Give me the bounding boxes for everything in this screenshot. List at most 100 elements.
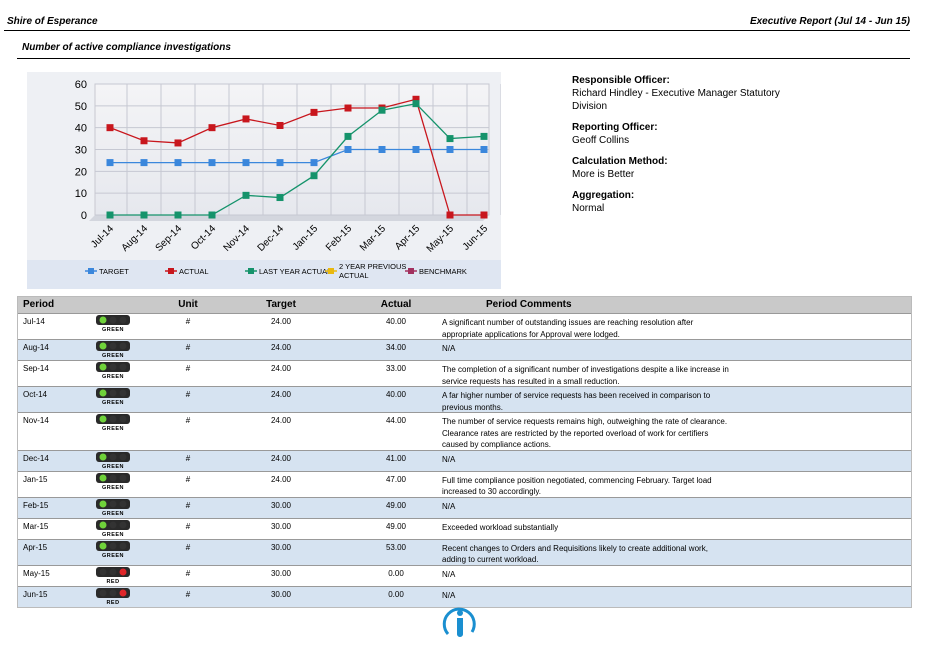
lamp (119, 363, 127, 371)
target: 30.00 (270, 521, 292, 531)
table-row: Dec-14 GREEN #24.00 41.00 N/A (18, 449, 911, 471)
table-row: Aug-14 GREEN #24.00 34.00 N/A (18, 339, 911, 360)
traffic-light-icon: GREEN (96, 315, 130, 333)
series-line (109, 98, 484, 216)
legend-label: ACTUAL (179, 267, 209, 276)
table-row: Sep-14 GREEN #24.00 33.00 The completion of … (18, 360, 911, 386)
rule (17, 58, 910, 59)
actual: 47.00 (385, 474, 407, 484)
lamp (109, 521, 117, 528)
organisation: Shire of Esperance (7, 16, 98, 27)
target: 30.00 (270, 500, 292, 510)
traffic-light-icon: GREEN (96, 498, 130, 517)
report-title: Executive Report (Jul 14 - Jun 15) (749, 16, 910, 27)
unit: # (185, 416, 191, 425)
data-point (208, 211, 216, 219)
lamp (119, 542, 127, 549)
status-label: GREEN (102, 464, 124, 469)
lamp (99, 542, 107, 549)
comment: Recent changes to Orders and Requisition… (442, 543, 708, 565)
y-tick-label: 50 (75, 101, 87, 113)
period: May-15 (23, 568, 50, 578)
data-point (208, 159, 216, 167)
table-row: Jan-15 GREEN #24.00 47.00 Full time complian… (18, 470, 911, 497)
actual: 40.00 (385, 390, 407, 399)
data-point (106, 211, 114, 219)
data-point (412, 95, 420, 103)
lamp (119, 568, 127, 575)
legend-swatch (408, 268, 414, 274)
lamp (99, 415, 107, 423)
y-tick-label: 10 (75, 188, 87, 200)
target: 24.00 (270, 317, 292, 326)
period: Aug-14 (23, 343, 49, 352)
lamp (99, 521, 107, 528)
y-tick-label: 40 (75, 123, 87, 135)
info-label: Calculation Method: (572, 156, 668, 167)
actual: 33.00 (385, 364, 407, 373)
lamp (99, 363, 107, 371)
target: 30.00 (270, 568, 292, 578)
subtitle: Number of active compliance investigatio… (22, 42, 231, 53)
data-point (276, 194, 284, 202)
status-label: RED (106, 600, 119, 605)
unit: # (185, 500, 191, 510)
lamp (109, 316, 117, 324)
info-value: Richard Hindley - Executive Manager Stat… (572, 88, 780, 112)
unit: # (185, 521, 191, 531)
comment: N/A (442, 590, 456, 600)
actual: 41.00 (385, 453, 407, 463)
target: 24.00 (270, 416, 292, 425)
data-point (480, 211, 488, 219)
table: Period Unit Target Actual Period Comments Jul… (17, 296, 912, 608)
target: 24.00 (270, 390, 292, 399)
data-point (310, 172, 318, 180)
lamp (99, 389, 107, 397)
data-point (276, 159, 284, 167)
traffic-light-icon: GREEN (96, 472, 130, 491)
data-point (140, 211, 148, 219)
lamp (109, 415, 117, 423)
comment: Full time compliance position negotiated… (442, 475, 712, 497)
data-point (276, 121, 284, 129)
lamp (109, 568, 117, 575)
lamp (99, 342, 107, 350)
target: 24.00 (270, 343, 292, 352)
data-point (344, 104, 352, 112)
legend-swatch (328, 268, 334, 274)
lamp (119, 474, 127, 481)
status-label: GREEN (102, 511, 124, 516)
legend-swatch (88, 268, 94, 274)
legend-swatch (248, 268, 254, 274)
info-value: Normal (572, 203, 605, 214)
lamp (99, 500, 107, 507)
data-point (480, 146, 488, 153)
traffic-light: GREEN (96, 540, 130, 559)
target: 24.00 (270, 453, 292, 463)
target: 24.00 (270, 474, 292, 484)
period: Dec-14 (23, 453, 49, 463)
unit: # (185, 453, 191, 463)
traffic-light-icon: RED (96, 566, 130, 585)
traffic-light: GREEN (96, 472, 130, 491)
traffic-light-icon: GREEN (96, 540, 130, 559)
lamp (99, 453, 107, 460)
lamp (109, 500, 117, 507)
period: Nov-14 (23, 416, 49, 425)
traffic-light: GREEN (96, 519, 130, 538)
period: Sep-14 (23, 364, 49, 373)
data-point (174, 159, 182, 167)
y-tick-label: 30 (75, 145, 87, 157)
traffic-light-icon: RED (96, 587, 130, 606)
traffic-light: GREEN (96, 388, 130, 406)
lamp (109, 542, 117, 549)
column-header: Unit (178, 299, 198, 310)
legend-label: LAST YEAR ACTUAL (259, 267, 331, 276)
comment: Exceeded workload substantially (442, 522, 559, 532)
traffic-light: GREEN (96, 451, 130, 470)
data-point (480, 132, 488, 140)
data-point (378, 106, 386, 114)
traffic-light: RED (96, 566, 130, 585)
